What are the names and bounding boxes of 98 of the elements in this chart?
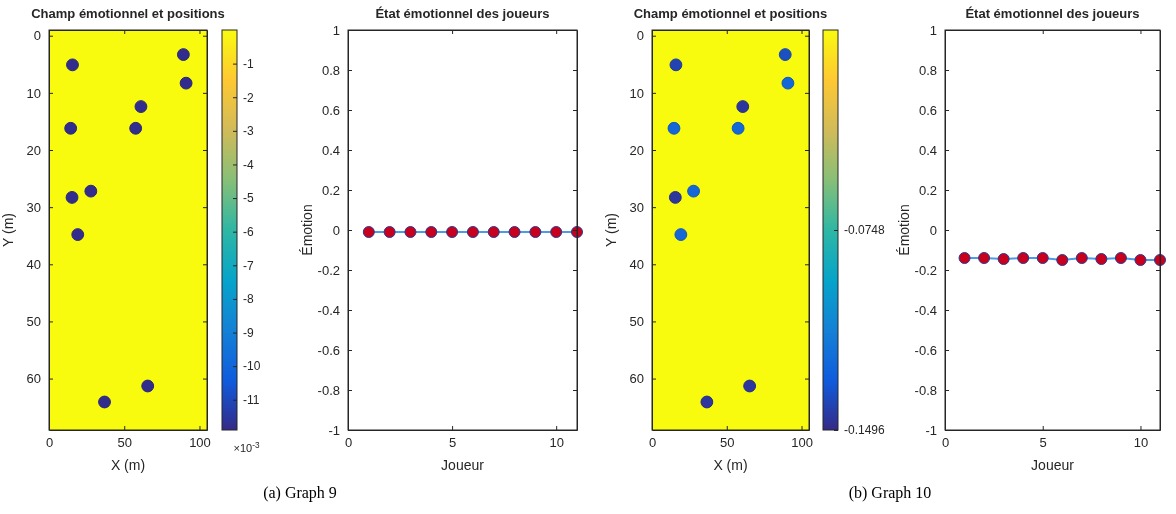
point bbox=[743, 379, 757, 393]
color-bar-label: -9 bbox=[243, 325, 254, 340]
point bbox=[65, 191, 79, 204]
y-tick-label: -0.2 bbox=[914, 262, 937, 278]
y-axis-title: Y (m) bbox=[603, 213, 619, 247]
point bbox=[674, 228, 688, 241]
y-tick-label: 30 bbox=[26, 199, 41, 215]
point bbox=[129, 121, 143, 135]
point bbox=[736, 100, 750, 113]
chart-title: Champ émotionnel et positions bbox=[31, 6, 225, 21]
y-tick-label: -0.8 bbox=[914, 382, 937, 398]
y-tick-label: -0.6 bbox=[914, 342, 937, 358]
color-bar-label: -10 bbox=[243, 359, 261, 374]
y-tick-label: 0 bbox=[929, 222, 937, 238]
y-tick-label: 60 bbox=[629, 371, 644, 387]
x-axis-title: X (m) bbox=[713, 457, 748, 473]
color-bar-label: -0.1496 bbox=[844, 423, 886, 438]
point bbox=[731, 121, 745, 135]
x-tick-label: 10 bbox=[549, 435, 564, 451]
y-tick-label: -1 bbox=[328, 422, 340, 438]
x-tick-label: 0 bbox=[648, 435, 657, 451]
y-tick-label: 0.8 bbox=[321, 62, 340, 78]
color-bar-label: -5 bbox=[243, 191, 254, 206]
y-axis-title: Émotion bbox=[896, 204, 912, 256]
point bbox=[778, 48, 792, 61]
point bbox=[66, 58, 79, 72]
y-tick-label: 0 bbox=[636, 28, 644, 44]
y-axis-title: Émotion bbox=[299, 204, 315, 256]
point bbox=[668, 191, 682, 204]
y-tick-label: 0.2 bbox=[918, 182, 937, 198]
color-bar-label: -1 bbox=[243, 56, 254, 71]
x-tick-label: 10 bbox=[1133, 435, 1149, 451]
y-tick-label: 50 bbox=[26, 314, 41, 330]
point bbox=[667, 121, 681, 135]
y-tick-label: 0 bbox=[332, 222, 340, 238]
chart-title: État émotionnel des joueurs bbox=[375, 6, 550, 21]
x-tick-label: 0 bbox=[344, 435, 353, 451]
color-bar-label: -6 bbox=[243, 225, 254, 240]
y-tick-label: 60 bbox=[26, 371, 41, 387]
y-tick-label: -0.2 bbox=[317, 262, 340, 278]
y-tick-label: 50 bbox=[629, 314, 644, 330]
y-tick-label: 40 bbox=[26, 256, 41, 272]
point bbox=[71, 228, 85, 241]
point bbox=[98, 395, 111, 409]
point bbox=[134, 100, 148, 113]
point bbox=[176, 48, 190, 61]
point bbox=[141, 379, 155, 393]
text: (a) Graph 9 bbox=[263, 484, 337, 502]
point bbox=[700, 395, 714, 409]
x-axis-title: Joueur bbox=[1031, 457, 1075, 473]
y-tick-label: 0 bbox=[33, 28, 41, 44]
color-bar-label: -11 bbox=[243, 393, 260, 408]
y-tick-label: 0.8 bbox=[918, 62, 937, 78]
color-bar-label: -2 bbox=[243, 90, 254, 105]
point bbox=[64, 121, 78, 135]
y-tick-label: 0.4 bbox=[918, 142, 937, 158]
y-tick-label: 20 bbox=[26, 142, 41, 158]
y-tick-label: 40 bbox=[629, 256, 644, 272]
point bbox=[84, 184, 98, 198]
color-bar-label: -0.0748 bbox=[844, 223, 886, 238]
y-tick-label: 0.6 bbox=[918, 102, 937, 118]
y-tick-label: -0.4 bbox=[317, 302, 340, 318]
point bbox=[687, 184, 700, 198]
x-tick-label: 0 bbox=[941, 435, 950, 451]
x-axis-title: X (m) bbox=[110, 457, 146, 473]
point bbox=[669, 58, 683, 72]
x-axis-title: Joueur bbox=[441, 457, 485, 473]
y-tick-label: 30 bbox=[629, 199, 644, 215]
x-tick-label: 5 bbox=[1039, 435, 1047, 451]
x-tick-label: 5 bbox=[448, 435, 457, 451]
y-tick-label: -0.4 bbox=[914, 302, 937, 318]
y-axis-title: Y (m) bbox=[0, 213, 16, 247]
color-bar-label: -7 bbox=[243, 258, 254, 273]
color-bar-label: -8 bbox=[243, 292, 254, 307]
y-tick-label: -1 bbox=[925, 422, 937, 438]
point bbox=[781, 76, 795, 90]
y-tick-label: 0.6 bbox=[321, 102, 340, 118]
x-tick-label: 100 bbox=[189, 435, 211, 451]
y-tick-label: 10 bbox=[629, 85, 644, 101]
y-tick-label: 20 bbox=[629, 142, 644, 158]
x-tick-label: 50 bbox=[117, 435, 132, 451]
y-tick-label: 0.2 bbox=[321, 182, 340, 198]
x-tick-label: 50 bbox=[720, 435, 735, 451]
color-bar-label: -3 bbox=[243, 124, 254, 139]
y-tick-label: -0.8 bbox=[317, 382, 340, 398]
y-tick-label: 1 bbox=[929, 22, 937, 38]
x-tick-label: 100 bbox=[791, 435, 813, 451]
x-tick-label: 0 bbox=[45, 435, 54, 451]
color-bar-title: ×10$^{-3}$ bbox=[233, 440, 260, 454]
text: (b) Graph 10 bbox=[848, 484, 932, 502]
chart-title: État émotionnel des joueurs bbox=[965, 6, 1140, 21]
y-tick-label: -0.6 bbox=[317, 342, 340, 358]
chart-title: Champ émotionnel et positions bbox=[633, 6, 828, 21]
color-bar-label: -4 bbox=[243, 157, 254, 172]
point bbox=[179, 76, 193, 90]
y-tick-label: 0.4 bbox=[321, 142, 340, 158]
y-tick-label: 1 bbox=[332, 22, 340, 38]
y-tick-label: 10 bbox=[26, 85, 41, 101]
